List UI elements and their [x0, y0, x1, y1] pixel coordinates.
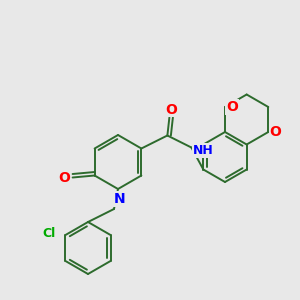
- Text: O: O: [226, 100, 238, 114]
- Text: Cl: Cl: [43, 226, 56, 239]
- Text: NH: NH: [193, 144, 214, 157]
- Text: O: O: [165, 103, 177, 116]
- Text: N: N: [114, 192, 126, 206]
- Text: O: O: [269, 125, 281, 139]
- Text: O: O: [59, 170, 70, 184]
